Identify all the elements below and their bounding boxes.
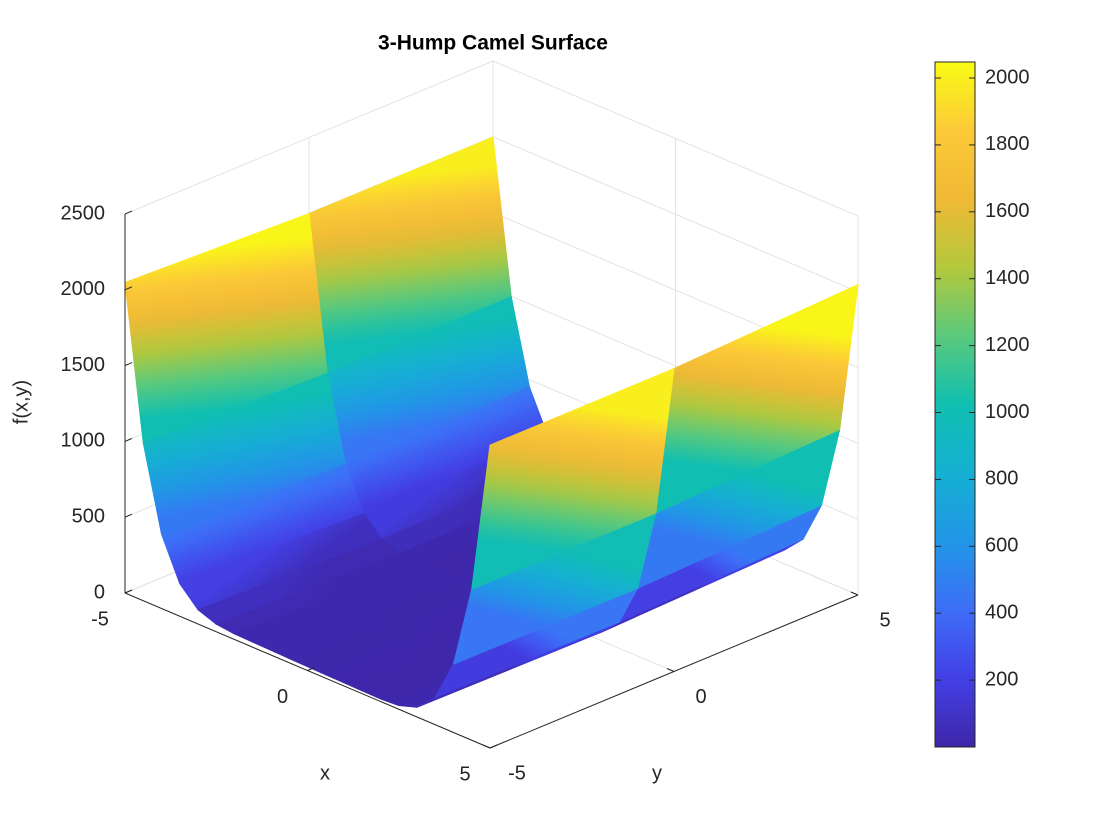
colorbar-tick-label: 1600 bbox=[985, 200, 1030, 222]
y-tick bbox=[482, 744, 491, 749]
z-axis-label: f(x,y) bbox=[10, 380, 32, 424]
z-tick bbox=[124, 286, 133, 291]
colorbar-tick-label: 1800 bbox=[985, 133, 1030, 155]
y-tick-label: 0 bbox=[695, 686, 706, 708]
chart-title: 3-Hump Camel Surface bbox=[378, 32, 608, 55]
x-tick bbox=[307, 667, 315, 671]
z-tick-label: 0 bbox=[94, 581, 105, 603]
colorbar-tick-label: 1000 bbox=[985, 401, 1030, 423]
colorbar-tick-label: 1200 bbox=[985, 334, 1030, 356]
surface bbox=[124, 136, 859, 708]
colorbar-tick-label: 400 bbox=[985, 601, 1018, 623]
z-tick bbox=[124, 437, 133, 442]
colorbar-tick-label: 800 bbox=[985, 468, 1018, 490]
y-tick bbox=[666, 668, 675, 672]
x-tick-label: -5 bbox=[91, 608, 109, 630]
z-tick-label: 1000 bbox=[61, 430, 106, 452]
colorbar-tick-label: 200 bbox=[985, 668, 1018, 690]
x-axis-label: x bbox=[320, 762, 330, 784]
y-tick-label: 5 bbox=[879, 609, 890, 631]
surface-patch bbox=[471, 368, 675, 590]
x-tick bbox=[489, 744, 498, 749]
z-tick bbox=[124, 210, 133, 215]
axes: 0 500 1000 1500 2000 2500 -5 0 5 -5 0 5 bbox=[61, 202, 891, 785]
y-tick bbox=[850, 591, 859, 596]
colorbar-tick-label: 1400 bbox=[985, 267, 1030, 289]
z-tick-label: 1500 bbox=[61, 354, 106, 376]
colorbar-tick-label: 600 bbox=[985, 535, 1018, 557]
colorbar bbox=[934, 61, 976, 748]
x-tick bbox=[124, 589, 133, 594]
y-axis-label: y bbox=[652, 762, 662, 784]
y-tick-label: -5 bbox=[508, 762, 526, 784]
z-tick-label: 2000 bbox=[61, 278, 106, 300]
z-tick-label: 500 bbox=[72, 505, 105, 527]
colorbar-tick-label: 2000 bbox=[985, 66, 1030, 88]
z-tick bbox=[124, 362, 133, 367]
x-tick-label: 0 bbox=[277, 686, 288, 708]
z-tick-label: 2500 bbox=[61, 202, 106, 224]
x-tick-label: 5 bbox=[459, 763, 470, 785]
z-tick bbox=[124, 513, 133, 518]
